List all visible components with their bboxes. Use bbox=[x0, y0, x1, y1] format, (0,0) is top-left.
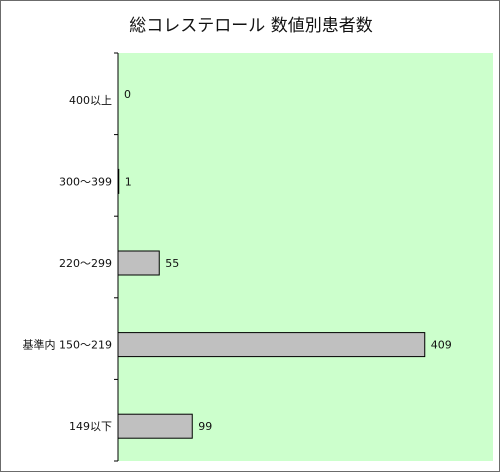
data-label: 0 bbox=[124, 88, 131, 101]
category-label: 149以下 bbox=[69, 420, 112, 433]
bar bbox=[117, 332, 426, 358]
data-label: 409 bbox=[431, 339, 452, 352]
category-label: 300〜399 bbox=[59, 175, 112, 188]
plot-area bbox=[118, 53, 493, 461]
data-labels: 0 1 55 409 99 bbox=[124, 88, 452, 433]
data-label: 1 bbox=[125, 175, 132, 188]
y-axis-ticks bbox=[114, 52, 118, 462]
category-label: 基準内 150〜219 bbox=[23, 338, 113, 352]
data-label: 55 bbox=[165, 257, 179, 270]
category-labels: 400以上 300〜399 220〜299 基準内 150〜219 149以下 bbox=[23, 94, 113, 433]
bar bbox=[117, 250, 160, 276]
category-label: 220〜299 bbox=[59, 257, 112, 270]
data-label: 99 bbox=[198, 420, 212, 433]
category-label: 400以上 bbox=[69, 94, 112, 107]
bar-series bbox=[117, 168, 426, 439]
bar bbox=[117, 413, 193, 439]
chart-title: 総コレステロール 数値別患者数 bbox=[129, 16, 372, 36]
